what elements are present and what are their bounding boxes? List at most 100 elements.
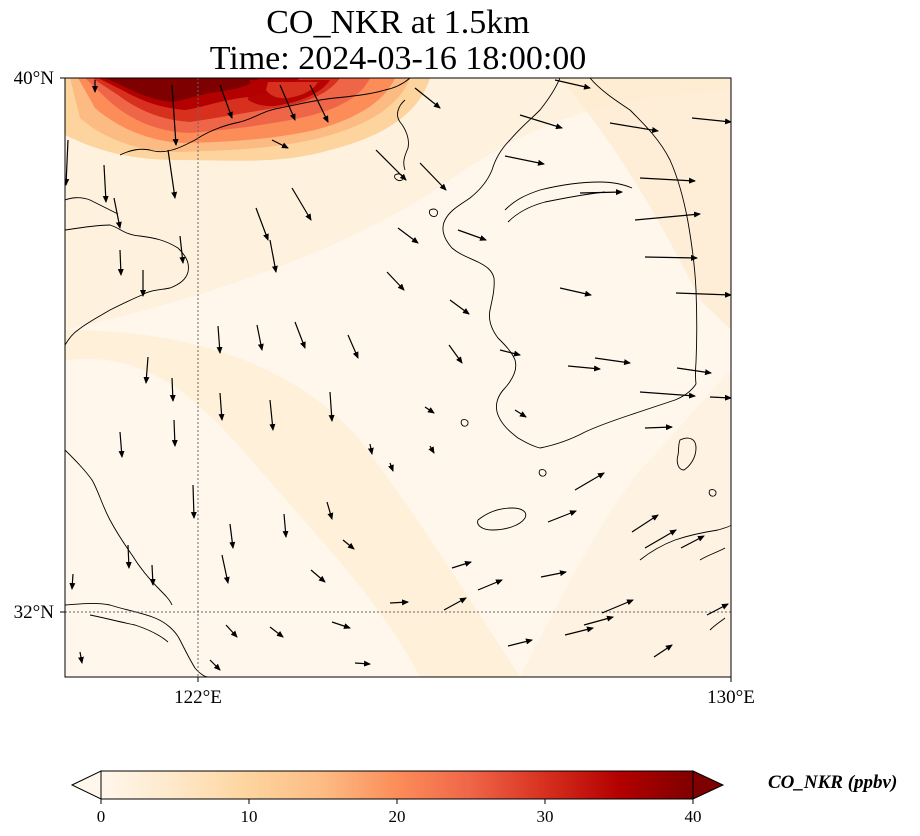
wind-arrow xyxy=(354,660,371,667)
wind-arrow xyxy=(375,149,407,181)
wind-arrow xyxy=(367,443,374,455)
axis-ticks xyxy=(60,77,732,682)
wind-arrow xyxy=(644,529,677,549)
wind-arrow xyxy=(218,392,225,421)
colorbar-tick-label: 40 xyxy=(685,807,702,826)
lat-label-32n: 32°N xyxy=(14,602,55,623)
wind-arrow xyxy=(564,626,594,636)
lon-label-130e: 130°E xyxy=(707,687,755,708)
wind-arrow xyxy=(639,177,696,184)
wind-arrow xyxy=(424,406,435,414)
colorbar-gradient xyxy=(100,770,694,800)
wind-arrow xyxy=(179,235,186,264)
wind-arrow xyxy=(347,334,359,359)
colorbar-tick-label: 10 xyxy=(241,807,258,826)
wind-arrow xyxy=(190,484,197,519)
chart-title: CO_NKR at 1.5km xyxy=(266,4,530,41)
wind-arrow xyxy=(639,391,696,399)
coastlines xyxy=(65,78,731,677)
wind-arrow xyxy=(209,659,221,671)
wind-arrow xyxy=(102,164,109,203)
wind-arrow xyxy=(125,544,132,569)
wind-arrow xyxy=(331,621,351,629)
lat-label-40n: 40°N xyxy=(14,68,55,89)
wind-arrow xyxy=(310,569,326,583)
wind-arrow xyxy=(171,84,179,146)
gridlines xyxy=(65,78,731,677)
wind-arrow xyxy=(113,197,122,229)
wind-arrow xyxy=(269,626,284,638)
wind-arrow xyxy=(499,349,521,357)
wind-arrow xyxy=(169,377,176,402)
wind-arrow xyxy=(414,87,441,109)
wind-arrow xyxy=(448,344,463,364)
wind-arrow xyxy=(451,560,472,569)
wind-arrow xyxy=(389,599,409,606)
wind-arrow xyxy=(540,570,567,578)
field-band-west xyxy=(65,330,520,677)
wind-arrow xyxy=(583,615,614,626)
wind-arrow xyxy=(449,299,470,315)
wind-arrow xyxy=(69,573,76,590)
wind-arrow xyxy=(221,554,230,584)
wind-arrow xyxy=(388,462,394,472)
wind-arrow xyxy=(477,579,503,591)
wind-arrow xyxy=(457,229,487,241)
wind-arrow xyxy=(554,79,591,90)
wind-arrow xyxy=(709,394,731,401)
wind-arrow xyxy=(507,638,533,647)
wind-arrow xyxy=(167,149,178,199)
wind-arrow xyxy=(294,321,306,349)
wind-arrow xyxy=(229,523,236,549)
wind-arrow xyxy=(653,644,673,658)
wind-arrow xyxy=(269,399,276,431)
map-frame xyxy=(64,77,732,678)
wind-arrow xyxy=(631,514,659,533)
wind-arrow xyxy=(514,409,527,418)
wind-arrow xyxy=(428,445,435,454)
wind-arrow xyxy=(117,249,124,276)
wind-arrow xyxy=(443,597,467,611)
colorbar-extend-max xyxy=(692,770,725,800)
wind-arrow xyxy=(342,539,355,550)
wind-arrow xyxy=(634,211,701,221)
wind-arrow xyxy=(271,139,289,149)
wind-arrow xyxy=(675,291,731,298)
wind-arrow xyxy=(386,271,405,291)
colorbar-tick-label: 0 xyxy=(97,807,106,826)
map-area xyxy=(65,78,731,677)
field-band-northeast xyxy=(560,78,731,330)
wind-arrow xyxy=(680,535,705,549)
wind-arrow xyxy=(519,114,563,130)
wind-arrow xyxy=(225,624,238,638)
colorbar-ticks: 0 10 20 30 40 xyxy=(97,799,702,826)
wind-arrow xyxy=(644,254,698,261)
wind-arrow xyxy=(269,239,278,273)
wind-arrow xyxy=(219,84,233,119)
wind-arrow xyxy=(216,325,223,354)
lon-label-122e: 122°E xyxy=(174,687,222,708)
wind-arrow xyxy=(65,139,70,186)
wind-arrow xyxy=(143,356,150,384)
wind-arrow xyxy=(328,391,335,422)
wind-arrow xyxy=(326,501,334,520)
chart-subtitle: Time: 2024-03-16 18:00:00 xyxy=(209,40,587,77)
wind-arrow xyxy=(559,287,592,297)
wind-arrow xyxy=(77,651,84,664)
wind-arrow xyxy=(419,162,447,191)
colorbar-label: CO_NKR (ppbv) xyxy=(768,772,898,793)
wind-arrow xyxy=(594,357,631,366)
wind-arrow xyxy=(547,510,577,523)
wind-arrow xyxy=(567,365,601,372)
wind-arrow xyxy=(397,227,419,244)
wind-arrow xyxy=(118,431,125,458)
wind-arrow xyxy=(279,84,296,121)
wind-arrow xyxy=(282,513,289,538)
wind-arrow xyxy=(309,84,329,123)
colorbar-tick-label: 20 xyxy=(389,807,406,826)
wind-arrow xyxy=(601,599,634,614)
wind-vectors xyxy=(65,79,731,671)
wind-arrow xyxy=(644,424,673,431)
